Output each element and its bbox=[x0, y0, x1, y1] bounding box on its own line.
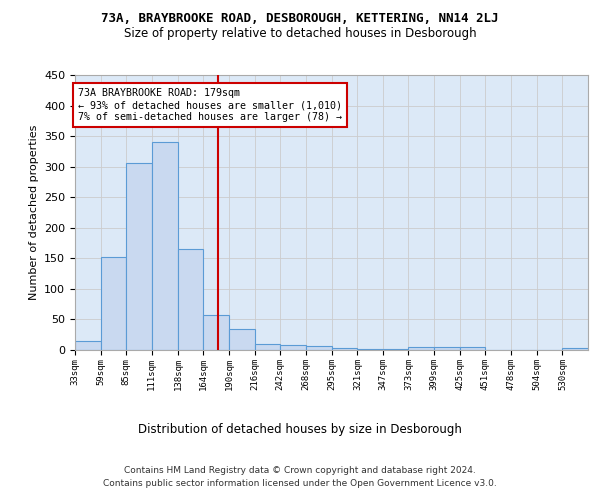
Bar bbox=[562, 348, 588, 350]
Text: 73A, BRAYBROOKE ROAD, DESBOROUGH, KETTERING, NN14 2LJ: 73A, BRAYBROOKE ROAD, DESBOROUGH, KETTER… bbox=[101, 12, 499, 26]
Y-axis label: Number of detached properties: Number of detached properties bbox=[29, 125, 38, 300]
Bar bbox=[332, 348, 358, 350]
Bar bbox=[305, 346, 332, 350]
Text: 73A BRAYBROOKE ROAD: 179sqm
← 93% of detached houses are smaller (1,010)
7% of s: 73A BRAYBROOKE ROAD: 179sqm ← 93% of det… bbox=[78, 88, 342, 122]
Bar bbox=[101, 257, 126, 350]
Text: Size of property relative to detached houses in Desborough: Size of property relative to detached ho… bbox=[124, 28, 476, 40]
Bar bbox=[75, 341, 101, 350]
Bar bbox=[409, 347, 434, 350]
Bar bbox=[254, 344, 280, 350]
Bar bbox=[152, 142, 178, 350]
Bar bbox=[203, 315, 229, 350]
Bar bbox=[383, 349, 409, 350]
Text: Contains HM Land Registry data © Crown copyright and database right 2024.: Contains HM Land Registry data © Crown c… bbox=[124, 466, 476, 475]
Bar bbox=[280, 344, 305, 350]
Text: Contains public sector information licensed under the Open Government Licence v3: Contains public sector information licen… bbox=[103, 479, 497, 488]
Bar bbox=[229, 329, 254, 350]
Bar bbox=[358, 349, 383, 350]
Bar bbox=[434, 347, 460, 350]
Bar bbox=[460, 347, 485, 350]
Text: Distribution of detached houses by size in Desborough: Distribution of detached houses by size … bbox=[138, 422, 462, 436]
Bar bbox=[178, 248, 203, 350]
Bar bbox=[126, 163, 152, 350]
